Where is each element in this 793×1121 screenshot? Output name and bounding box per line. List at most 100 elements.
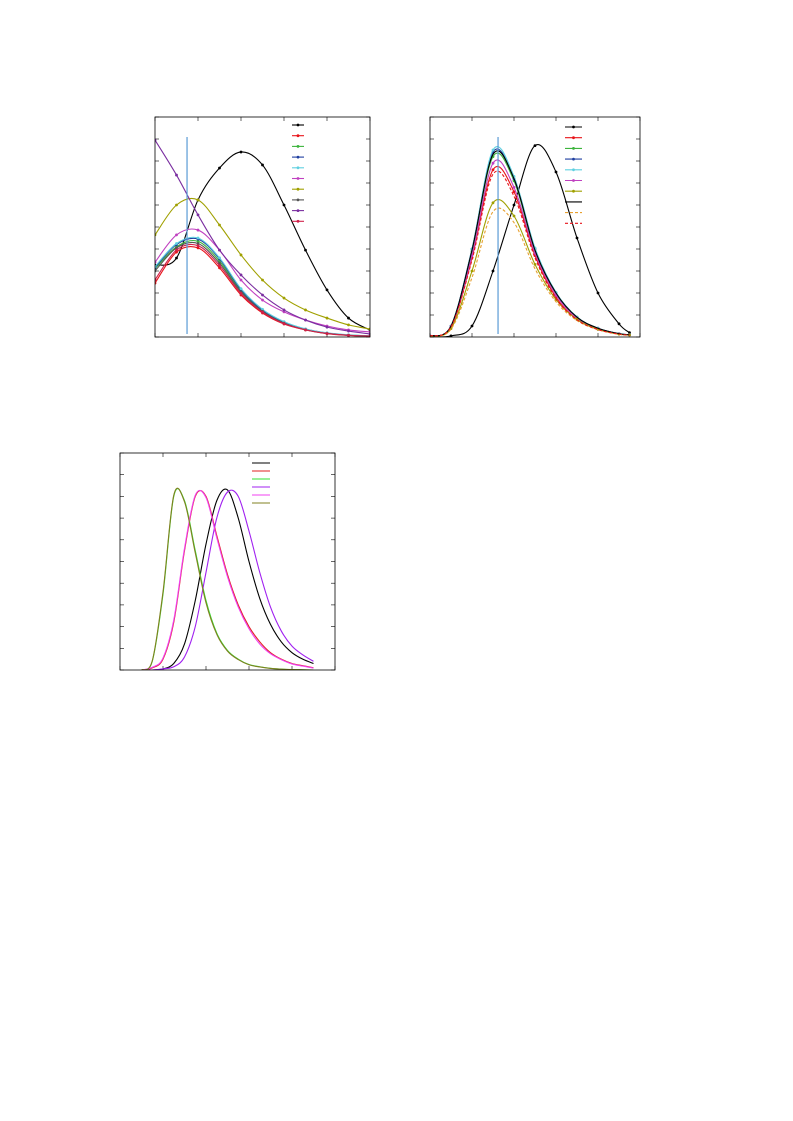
marker <box>304 328 307 332</box>
marker <box>491 168 495 172</box>
series-line <box>430 207 630 337</box>
marker <box>261 163 264 167</box>
marker <box>325 316 329 320</box>
marker <box>196 239 200 243</box>
marker <box>347 316 350 320</box>
series-line <box>141 490 314 670</box>
marker <box>239 292 243 295</box>
marker <box>175 233 178 237</box>
marker <box>196 242 200 245</box>
marker <box>175 246 178 250</box>
plot-area <box>141 487 314 670</box>
marker <box>282 308 286 312</box>
marker <box>512 203 516 207</box>
marker <box>304 248 307 252</box>
legend-marker <box>572 189 575 193</box>
marker <box>196 228 200 232</box>
marker <box>239 150 243 154</box>
marker <box>239 273 243 277</box>
legend-marker <box>572 168 575 172</box>
marker <box>196 244 200 248</box>
series-line <box>141 487 314 670</box>
marker <box>347 323 350 327</box>
marker <box>596 291 600 295</box>
legend-marker <box>296 177 300 180</box>
series-line <box>141 488 314 670</box>
chart <box>119 452 336 671</box>
legend-marker <box>572 125 575 129</box>
marker <box>261 278 264 282</box>
marker <box>533 263 537 266</box>
marker <box>239 278 243 282</box>
chart <box>429 116 641 338</box>
legend-marker <box>296 187 300 191</box>
marker <box>491 148 495 152</box>
legend-marker <box>296 198 300 202</box>
plot-area <box>430 143 631 337</box>
marker <box>325 288 329 292</box>
marker <box>196 246 200 250</box>
marker <box>239 287 243 290</box>
marker <box>175 248 178 252</box>
marker <box>218 266 221 270</box>
marker <box>512 190 516 194</box>
marker <box>491 161 495 165</box>
plot-frame <box>154 116 371 338</box>
series-line <box>141 489 314 670</box>
marker <box>175 173 178 177</box>
marker <box>218 264 221 267</box>
legend-marker <box>572 179 575 182</box>
legend-marker <box>296 123 300 127</box>
marker <box>491 269 495 273</box>
plot-frame <box>119 452 336 671</box>
marker <box>533 144 537 148</box>
marker <box>325 325 329 329</box>
marker <box>512 186 516 189</box>
marker <box>304 308 307 312</box>
marker <box>449 334 453 337</box>
marker <box>628 331 631 334</box>
marker <box>196 198 200 202</box>
series-line <box>141 488 314 670</box>
legend-marker <box>296 134 300 138</box>
legend-marker <box>572 136 575 140</box>
series-line <box>430 159 630 337</box>
marker <box>218 166 221 170</box>
legend-marker <box>572 157 575 161</box>
legend-marker <box>296 209 300 213</box>
marker <box>575 236 579 240</box>
marker <box>282 296 286 300</box>
marker <box>175 203 178 207</box>
marker <box>282 203 286 207</box>
series-line <box>141 489 314 670</box>
plot-area <box>155 138 370 337</box>
legend-marker <box>296 166 300 170</box>
marker <box>325 332 329 335</box>
marker <box>470 324 474 328</box>
marker <box>175 256 178 260</box>
legend-marker <box>296 155 300 159</box>
marker <box>347 333 350 337</box>
marker <box>512 214 516 218</box>
marker <box>261 310 264 314</box>
marker <box>218 256 221 260</box>
marker <box>239 253 243 257</box>
chart <box>154 116 371 338</box>
marker <box>218 248 221 252</box>
marker <box>554 170 558 174</box>
legend-marker <box>296 145 300 148</box>
marker <box>347 329 350 333</box>
marker <box>196 236 200 240</box>
marker <box>617 322 621 326</box>
marker <box>261 307 264 311</box>
series-line <box>430 199 630 337</box>
marker <box>282 322 286 325</box>
marker <box>491 201 495 205</box>
marker <box>218 223 221 227</box>
legend-marker <box>296 219 300 223</box>
marker <box>261 298 264 302</box>
series-line <box>430 170 630 337</box>
marker <box>282 310 286 314</box>
